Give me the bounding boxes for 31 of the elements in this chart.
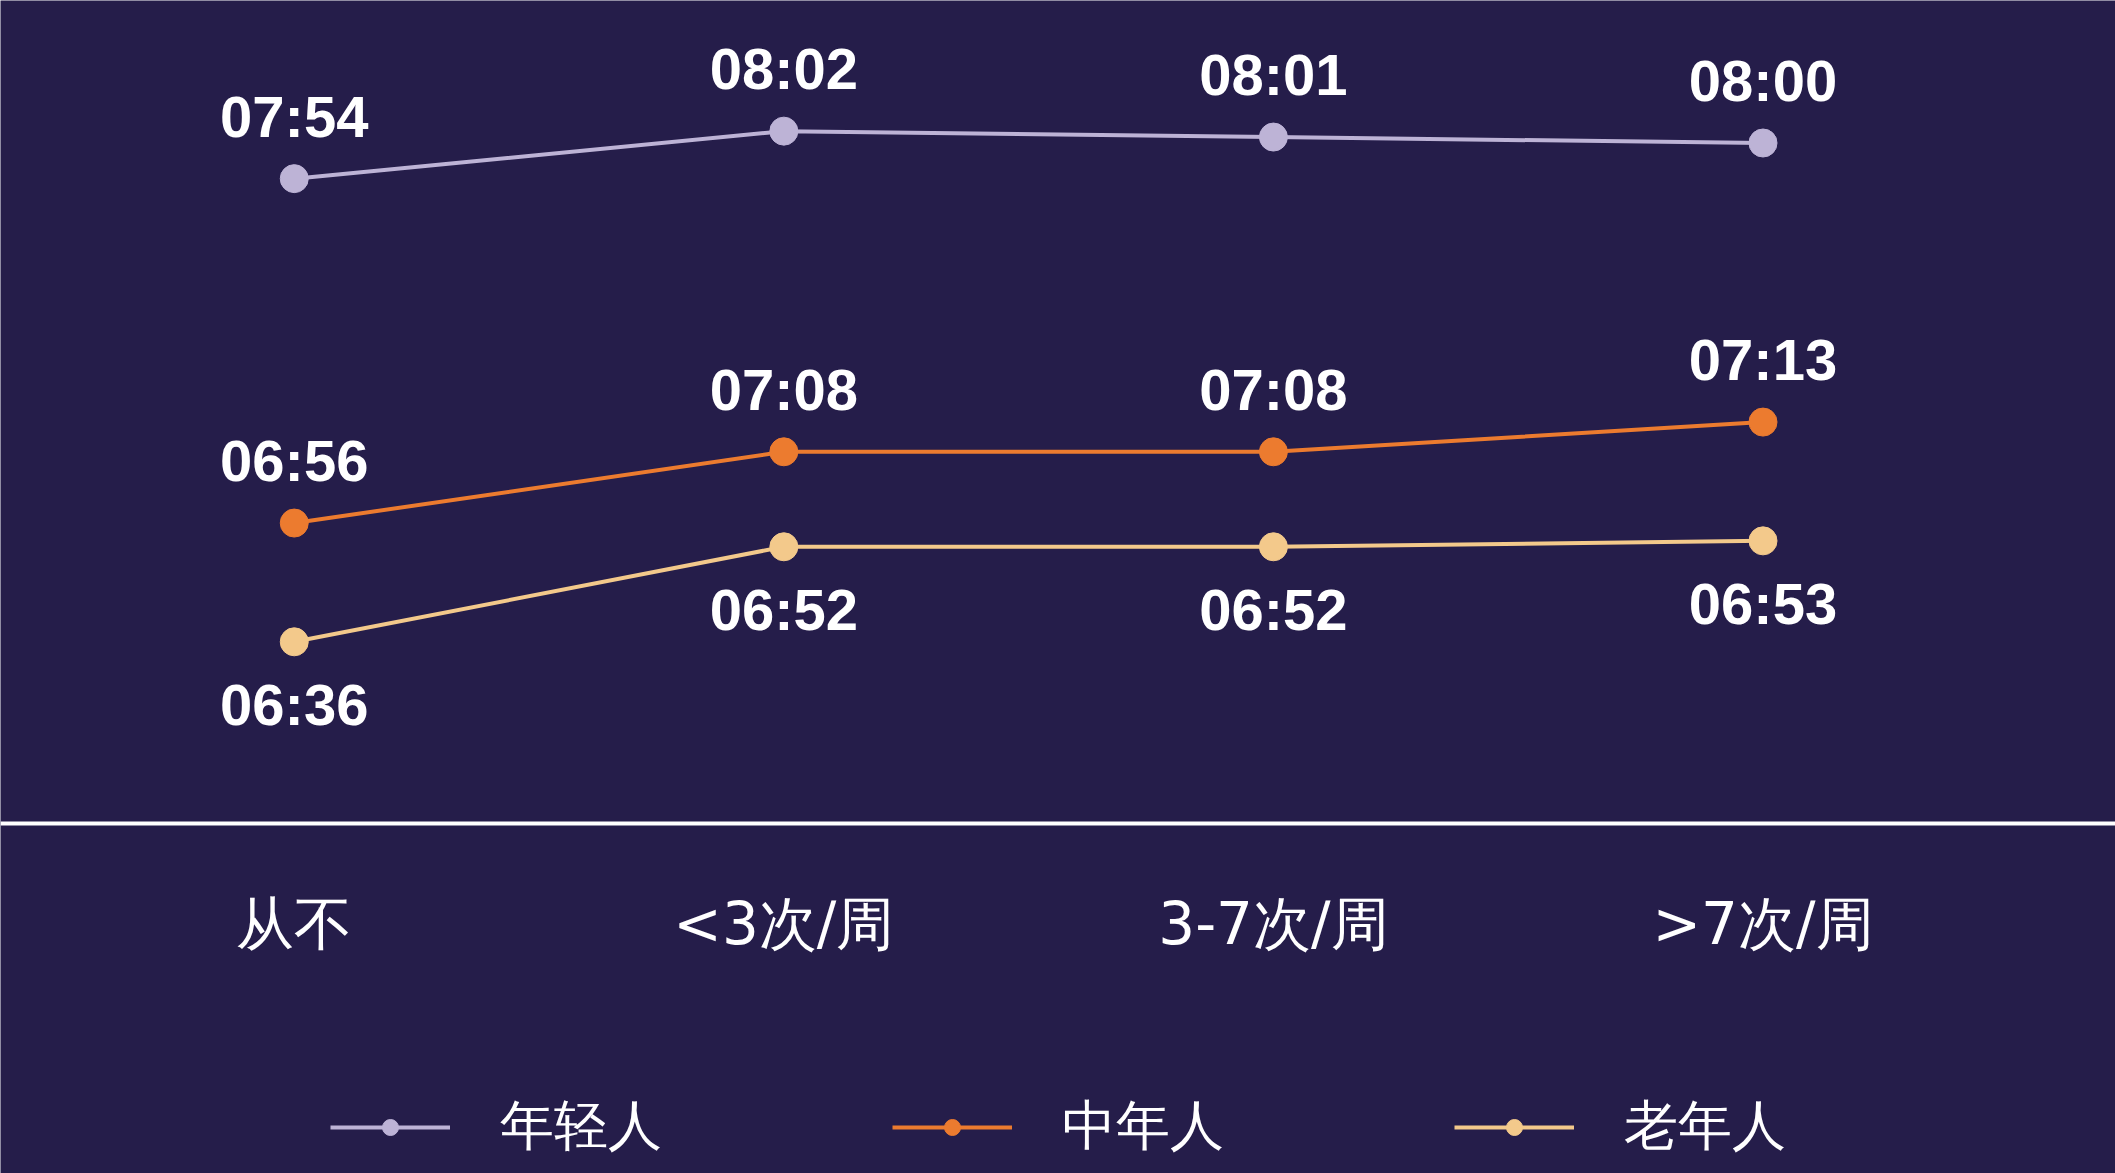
- point: [1748, 128, 1778, 158]
- x-tick-label: 从不: [236, 889, 353, 958]
- data-label: 07:08: [1199, 356, 1348, 422]
- data-label: 07:54: [220, 83, 369, 149]
- point: [1258, 122, 1288, 152]
- point: [1748, 526, 1778, 556]
- data-label: 06:56: [220, 428, 369, 494]
- point: [769, 437, 799, 467]
- legend-label: 年轻人: [499, 1093, 662, 1159]
- point: [279, 164, 309, 194]
- point: [769, 116, 799, 146]
- point: [1748, 407, 1778, 437]
- point: [1258, 437, 1288, 467]
- data-label: 06:52: [709, 576, 859, 642]
- x-tick-label: >7次/周: [1652, 889, 1874, 958]
- legend-label: 老年人: [1623, 1093, 1786, 1159]
- data-label: 08:01: [1199, 42, 1348, 108]
- point: [769, 532, 799, 562]
- data-label: 07:13: [1688, 327, 1838, 393]
- point: [279, 508, 309, 538]
- x-tick-label: 3-7次/周: [1158, 889, 1389, 958]
- data-label: 06:53: [1688, 570, 1838, 636]
- data-label: 08:00: [1688, 48, 1838, 114]
- data-label: 07:08: [709, 356, 859, 422]
- point: [1258, 532, 1288, 562]
- legend-label: 中年人: [1061, 1093, 1224, 1159]
- x-tick-label: <3次/周: [673, 889, 895, 958]
- data-label: 06:52: [1199, 576, 1348, 642]
- data-label: 06:36: [220, 671, 369, 737]
- point: [279, 627, 309, 657]
- data-label: 08:02: [709, 36, 859, 102]
